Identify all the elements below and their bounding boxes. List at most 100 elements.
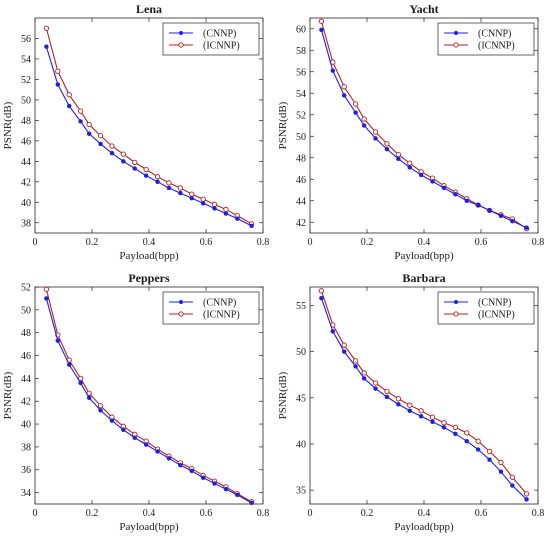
data-point-cnnp: [98, 408, 103, 413]
y-axis-label: PSNR(dB): [277, 101, 289, 149]
y-tick-label: 52: [21, 75, 31, 86]
data-point-cnnp: [453, 431, 458, 437]
data-point-icnnp: [418, 408, 424, 414]
data-point-cnnp: [498, 469, 504, 474]
data-point-icnnp: [441, 420, 447, 426]
data-point-cnnp: [178, 190, 183, 196]
data-point-cnnp: [200, 201, 206, 206]
data-point-cnnp: [453, 192, 458, 197]
data-point-cnnp: [487, 457, 492, 462]
data-point-cnnp: [441, 185, 447, 191]
data-point-icnnp: [97, 403, 104, 409]
legend-marker: [178, 311, 184, 317]
data-point-icnnp: [352, 358, 359, 364]
legend-marker: [453, 42, 459, 48]
data-point-cnnp: [143, 442, 149, 447]
data-point-icnnp: [486, 448, 493, 455]
data-point-cnnp: [212, 206, 217, 211]
y-tick-label: 48: [296, 153, 306, 164]
data-point-cnnp: [166, 185, 172, 191]
data-point-cnnp: [44, 44, 49, 49]
data-point-cnnp: [155, 179, 160, 185]
legend-marker: [453, 311, 459, 317]
legend-marker: [454, 31, 458, 35]
data-point-cnnp: [132, 166, 137, 171]
data-point-icnnp: [43, 286, 50, 292]
x-tick-label: 0.4: [143, 508, 156, 519]
legend: (CNNP)(ICNNP): [437, 291, 535, 325]
data-point-cnnp: [441, 425, 447, 430]
data-point-icnnp: [352, 101, 359, 107]
data-point-cnnp: [235, 216, 240, 221]
legend-box: [162, 291, 260, 325]
data-point-icnnp: [154, 174, 161, 180]
y-tick-label: 50: [296, 132, 306, 143]
y-tick-label: 34: [21, 488, 31, 499]
y-tick-label: 42: [296, 218, 306, 229]
data-point-cnnp: [341, 349, 347, 354]
data-point-icnnp: [341, 342, 347, 348]
x-axis-label: Payload(bpp): [119, 250, 179, 262]
data-point-icnnp: [523, 491, 530, 497]
y-axis-label: PSNR(dB): [2, 371, 14, 419]
data-point-icnnp: [509, 474, 515, 480]
y-tick-label: 52: [296, 110, 306, 121]
legend-label: (ICNNP): [478, 41, 515, 52]
x-tick-label: 0.6: [200, 508, 213, 519]
data-point-icnnp: [395, 151, 401, 158]
data-point-cnnp: [178, 462, 183, 468]
y-tick-label: 44: [296, 196, 306, 207]
data-point-cnnp: [78, 119, 83, 124]
x-axis-label: Payload(bpp): [394, 250, 454, 262]
legend-box: [437, 291, 535, 325]
data-point-cnnp: [396, 156, 401, 162]
data-point-cnnp: [55, 338, 61, 343]
data-point-cnnp: [353, 364, 358, 369]
chart-panel-0: Lena 0 0.2 0.4 0.6 0.8 38 40 42 44 46 48 50 52 54 56 Pay…: [2, 2, 269, 262]
data-point-cnnp: [498, 213, 504, 219]
y-tick-label: 45: [296, 393, 306, 404]
data-point-icnnp: [55, 68, 61, 74]
y-tick-label: 55: [296, 301, 306, 312]
data-point-icnnp: [384, 141, 390, 147]
data-point-icnnp: [86, 121, 92, 128]
x-tick-label: 0.2: [86, 237, 99, 248]
data-point-cnnp: [384, 394, 390, 400]
y-tick-label: 42: [21, 397, 31, 408]
legend: (CNNP)(ICNNP): [162, 291, 260, 325]
y-tick-label: 42: [21, 177, 31, 188]
data-point-cnnp: [86, 131, 92, 136]
legend-label: (CNNP): [203, 29, 236, 40]
legend-marker: [179, 31, 183, 35]
data-point-icnnp: [318, 18, 325, 24]
y-tick-label: 38: [21, 218, 31, 229]
data-point-cnnp: [44, 296, 49, 301]
data-point-icnnp: [361, 116, 367, 122]
legend-label: (CNNP): [478, 29, 511, 40]
y-tick-label: 56: [296, 67, 306, 78]
chart-title: Barbara: [402, 271, 445, 285]
data-point-icnnp: [318, 288, 325, 294]
y-tick-label: 44: [21, 157, 31, 168]
data-point-cnnp: [524, 225, 529, 230]
data-point-cnnp: [475, 447, 481, 452]
data-point-icnnp: [407, 402, 413, 408]
chart-panel-2: Peppers 0 0.2 0.4 0.6 0.8 34 36 38 40 42 44 46 48 50 52…: [2, 271, 269, 533]
y-tick-label: 46: [21, 136, 31, 147]
x-tick-label: 0.8: [257, 508, 270, 519]
y-tick-label: 50: [21, 95, 31, 106]
y-tick-label: 48: [21, 116, 31, 127]
x-tick-label: 0.8: [532, 237, 545, 248]
x-tick-label: 0: [308, 237, 313, 248]
data-point-cnnp: [384, 146, 390, 152]
chart-title: Lena: [136, 2, 162, 16]
x-tick-label: 0.6: [475, 237, 488, 248]
data-point-cnnp: [143, 173, 149, 178]
y-axis-label: PSNR(dB): [2, 101, 14, 149]
legend-marker: [454, 300, 458, 304]
data-point-cnnp: [353, 110, 358, 115]
legend: (CNNP)(ICNNP): [162, 22, 260, 56]
chart-title: Yacht: [409, 2, 438, 16]
data-point-cnnp: [249, 223, 254, 229]
